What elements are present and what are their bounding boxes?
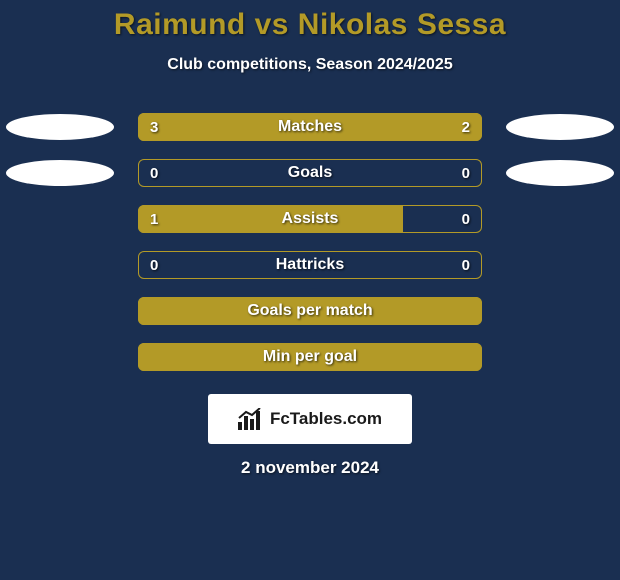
- stat-row: Matches3 2: [0, 104, 620, 150]
- brand-box: FcTables.com: [208, 394, 412, 444]
- stat-label: Matches: [138, 113, 482, 141]
- stat-bar: Assists1 0: [138, 205, 482, 233]
- player-left-ellipse: [6, 160, 114, 186]
- stat-label: Goals per match: [138, 297, 482, 325]
- stat-bar: Goals0 0: [138, 159, 482, 187]
- subtitle: Club competitions, Season 2024/2025: [0, 56, 620, 74]
- stat-row: Goals0 0: [0, 150, 620, 196]
- page-title: Raimund vs Nikolas Sessa: [0, 0, 620, 42]
- stat-value-left: 0: [150, 251, 158, 279]
- player-left-ellipse: [6, 114, 114, 140]
- date-text: 2 november 2024: [0, 458, 620, 478]
- stat-value-left: 1: [150, 205, 158, 233]
- stat-bar: Min per goal: [138, 343, 482, 371]
- stat-row: Hattricks0 0: [0, 242, 620, 288]
- stat-bar: Hattricks0 0: [138, 251, 482, 279]
- stat-label: Assists: [138, 205, 482, 233]
- stat-label: Goals: [138, 159, 482, 187]
- brand-text: FcTables.com: [270, 409, 382, 429]
- stat-value-right: 0: [462, 159, 470, 187]
- stat-row: Min per goal: [0, 334, 620, 380]
- stat-label: Min per goal: [138, 343, 482, 371]
- player-right-ellipse: [506, 114, 614, 140]
- stat-bar: Matches3 2: [138, 113, 482, 141]
- stat-value-right: 0: [462, 205, 470, 233]
- player-right-ellipse: [506, 160, 614, 186]
- stat-bar: Goals per match: [138, 297, 482, 325]
- stat-rows: Matches32Goals00Assists10Hattricks00Goal…: [0, 104, 620, 380]
- stat-row: Goals per match: [0, 288, 620, 334]
- bar-chart-icon: [238, 408, 264, 430]
- stat-value-left: 0: [150, 159, 158, 187]
- stat-value-right: 0: [462, 251, 470, 279]
- comparison-card: Raimund vs Nikolas Sessa Club competitio…: [0, 0, 620, 580]
- stat-value-left: 3: [150, 113, 158, 141]
- stat-label: Hattricks: [138, 251, 482, 279]
- stat-value-right: 2: [462, 113, 470, 141]
- stat-row: Assists1 0: [0, 196, 620, 242]
